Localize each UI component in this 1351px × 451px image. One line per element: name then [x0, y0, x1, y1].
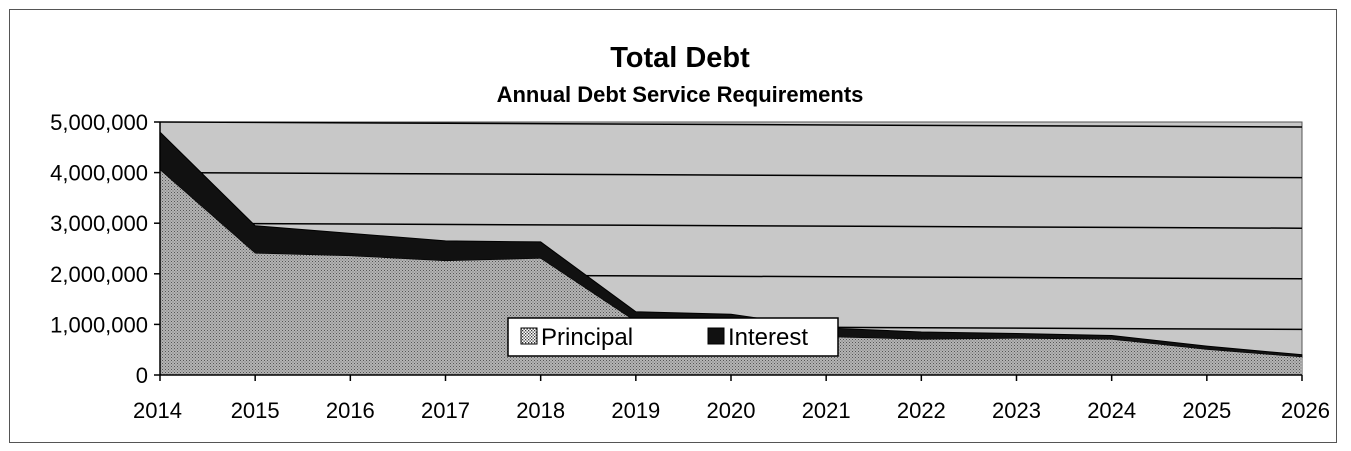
chart-title: Total Debt — [610, 42, 750, 74]
x-tick-label: 2014 — [133, 398, 182, 423]
y-axis-ticks: 0 1,000,000 2,000,000 3,000,000 4,000,000 5,0… — [50, 110, 160, 388]
y-tick-label: 2,000,000 — [50, 262, 148, 287]
gridline — [159, 222, 1303, 229]
series-principal-area — [160, 170, 1302, 375]
x-tick-label: 2018 — [516, 398, 565, 423]
chart-subtitle: Annual Debt Service Requirements — [497, 82, 864, 107]
y-tick-label: 3,000,000 — [50, 211, 148, 236]
x-tick-label: 2024 — [1087, 398, 1136, 423]
x-tick-label: 2026 — [1281, 398, 1330, 423]
y-tick-label: 0 — [136, 363, 148, 388]
y-tick-label: 5,000,000 — [50, 110, 148, 135]
x-tick-label: 2025 — [1182, 398, 1231, 423]
area-series — [159, 130, 1303, 375]
legend-label-principal: Principal — [541, 324, 633, 351]
x-tick-label: 2022 — [897, 398, 946, 423]
legend-label-interest: Interest — [728, 324, 808, 351]
x-tick-label: 2023 — [992, 398, 1041, 423]
x-axis-ticks: 2014 2015 2016 2017 2018 2019 2020 2021 2022 2023… — [133, 375, 1330, 423]
x-tick-label: 2015 — [231, 398, 280, 423]
legend-box — [507, 317, 839, 357]
legend: Principal Interest — [507, 317, 839, 357]
x-tick-label: 2019 — [611, 398, 660, 423]
x-tick-label: 2021 — [802, 398, 851, 423]
y-tick-label: 1,000,000 — [50, 312, 148, 337]
legend-swatch-principal — [520, 327, 538, 345]
x-tick-label: 2017 — [421, 398, 470, 423]
gridline — [159, 121, 1303, 128]
y-tick-label: 4,000,000 — [50, 161, 148, 186]
gridline — [159, 171, 1303, 179]
x-tick-label: 2016 — [326, 398, 375, 423]
legend-swatch-interest — [707, 327, 725, 345]
x-tick-label: 2020 — [707, 398, 756, 423]
